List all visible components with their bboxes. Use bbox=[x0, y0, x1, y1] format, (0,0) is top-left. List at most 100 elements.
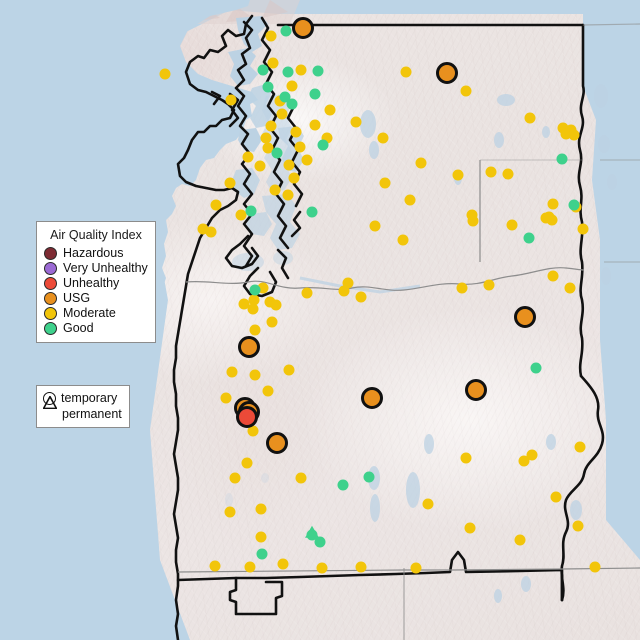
station-marker-moderate[interactable] bbox=[267, 57, 279, 69]
station-marker-moderate[interactable] bbox=[220, 392, 232, 404]
station-marker-moderate[interactable] bbox=[210, 199, 222, 211]
station-marker-moderate[interactable] bbox=[282, 189, 294, 201]
station-marker-moderate[interactable] bbox=[301, 154, 313, 166]
station-marker-moderate[interactable] bbox=[241, 457, 253, 469]
station-marker-moderate[interactable] bbox=[577, 223, 589, 235]
station-marker-good[interactable] bbox=[249, 284, 261, 296]
station-marker-good[interactable] bbox=[337, 479, 349, 491]
station-marker-permanent[interactable] bbox=[305, 525, 319, 538]
station-marker-good[interactable] bbox=[271, 147, 283, 159]
station-marker-good[interactable] bbox=[286, 98, 298, 110]
station-marker-moderate[interactable] bbox=[270, 299, 282, 311]
station-marker-good[interactable] bbox=[309, 88, 321, 100]
station-marker-moderate[interactable] bbox=[560, 128, 572, 140]
station-marker-moderate[interactable] bbox=[550, 491, 562, 503]
station-marker-good[interactable] bbox=[306, 206, 318, 218]
station-marker-moderate[interactable] bbox=[502, 168, 514, 180]
station-marker-moderate[interactable] bbox=[286, 80, 298, 92]
station-marker-moderate[interactable] bbox=[526, 449, 538, 461]
station-marker-usg-large[interactable] bbox=[292, 17, 314, 39]
station-marker-good[interactable] bbox=[556, 153, 568, 165]
station-marker-usg-large[interactable] bbox=[514, 306, 536, 328]
station-marker-moderate[interactable] bbox=[266, 316, 278, 328]
station-marker-moderate[interactable] bbox=[589, 561, 601, 573]
station-marker-moderate[interactable] bbox=[568, 129, 580, 141]
station-marker-moderate[interactable] bbox=[485, 166, 497, 178]
station-marker-moderate[interactable] bbox=[355, 561, 367, 573]
station-marker-moderate[interactable] bbox=[316, 562, 328, 574]
station-marker-moderate[interactable] bbox=[295, 64, 307, 76]
station-marker-moderate[interactable] bbox=[518, 455, 530, 467]
station-marker-moderate[interactable] bbox=[543, 211, 555, 223]
station-marker-moderate[interactable] bbox=[377, 132, 389, 144]
station-marker-moderate[interactable] bbox=[205, 226, 217, 238]
station-marker-good[interactable] bbox=[523, 232, 535, 244]
station-marker-good[interactable] bbox=[257, 64, 269, 76]
station-marker-moderate[interactable] bbox=[397, 234, 409, 246]
station-marker-moderate[interactable] bbox=[255, 531, 267, 543]
station-marker-moderate[interactable] bbox=[301, 287, 313, 299]
station-marker-moderate[interactable] bbox=[456, 282, 468, 294]
station-marker-moderate[interactable] bbox=[324, 104, 336, 116]
station-marker-moderate[interactable] bbox=[404, 194, 416, 206]
station-marker-moderate[interactable] bbox=[466, 209, 478, 221]
station-marker-moderate[interactable] bbox=[235, 209, 247, 221]
station-marker-moderate[interactable] bbox=[410, 562, 422, 574]
station-marker-good[interactable] bbox=[363, 471, 375, 483]
station-marker-moderate[interactable] bbox=[547, 198, 559, 210]
station-marker-moderate[interactable] bbox=[197, 223, 209, 235]
station-marker-good[interactable] bbox=[312, 65, 324, 77]
station-marker-moderate[interactable] bbox=[467, 215, 479, 227]
station-marker-moderate[interactable] bbox=[547, 270, 559, 282]
station-marker-moderate[interactable] bbox=[295, 472, 307, 484]
station-marker-moderate[interactable] bbox=[229, 472, 241, 484]
station-marker-moderate[interactable] bbox=[283, 364, 295, 376]
station-marker-moderate[interactable] bbox=[400, 66, 412, 78]
station-marker-moderate[interactable] bbox=[242, 151, 254, 163]
station-marker-moderate[interactable] bbox=[159, 68, 171, 80]
station-marker-moderate[interactable] bbox=[288, 172, 300, 184]
station-marker-moderate[interactable] bbox=[452, 169, 464, 181]
station-marker-moderate[interactable] bbox=[260, 132, 272, 144]
station-marker-moderate[interactable] bbox=[276, 108, 288, 120]
station-marker-moderate[interactable] bbox=[557, 122, 569, 134]
station-marker-good[interactable] bbox=[256, 548, 268, 560]
station-marker-moderate[interactable] bbox=[369, 220, 381, 232]
station-marker-moderate[interactable] bbox=[524, 112, 536, 124]
station-marker-moderate[interactable] bbox=[244, 561, 256, 573]
station-marker-moderate[interactable] bbox=[321, 132, 333, 144]
station-marker-moderate[interactable] bbox=[294, 141, 306, 153]
station-marker-moderate[interactable] bbox=[460, 85, 472, 97]
station-marker-moderate[interactable] bbox=[283, 159, 295, 171]
station-marker-moderate[interactable] bbox=[264, 296, 276, 308]
station-marker-moderate[interactable] bbox=[514, 534, 526, 546]
station-marker-moderate[interactable] bbox=[355, 291, 367, 303]
station-marker-moderate[interactable] bbox=[277, 558, 289, 570]
station-marker-moderate[interactable] bbox=[342, 277, 354, 289]
station-marker-usg-large[interactable] bbox=[436, 62, 458, 84]
station-marker-good[interactable] bbox=[245, 205, 257, 217]
station-marker-usg-large[interactable] bbox=[266, 432, 288, 454]
station-marker-moderate[interactable] bbox=[248, 294, 260, 306]
station-marker-good[interactable] bbox=[568, 199, 580, 211]
station-marker-moderate[interactable] bbox=[249, 369, 261, 381]
station-marker-moderate[interactable] bbox=[254, 160, 266, 172]
station-marker-moderate[interactable] bbox=[379, 177, 391, 189]
station-marker-moderate[interactable] bbox=[257, 282, 269, 294]
station-marker-moderate[interactable] bbox=[269, 184, 281, 196]
station-marker-good[interactable] bbox=[530, 362, 542, 374]
station-marker-good[interactable] bbox=[279, 91, 291, 103]
station-marker-moderate[interactable] bbox=[483, 279, 495, 291]
station-marker-usg-large[interactable] bbox=[361, 387, 383, 409]
station-marker-moderate[interactable] bbox=[506, 219, 518, 231]
station-marker-moderate[interactable] bbox=[464, 522, 476, 534]
station-marker-moderate[interactable] bbox=[262, 385, 274, 397]
station-marker-moderate[interactable] bbox=[422, 498, 434, 510]
station-marker-moderate[interactable] bbox=[225, 94, 237, 106]
station-marker-moderate[interactable] bbox=[415, 157, 427, 169]
station-marker-good[interactable] bbox=[282, 66, 294, 78]
station-marker-moderate[interactable] bbox=[290, 126, 302, 138]
station-marker-moderate[interactable] bbox=[247, 425, 259, 437]
station-marker-moderate[interactable] bbox=[572, 520, 584, 532]
station-marker-moderate[interactable] bbox=[338, 285, 350, 297]
